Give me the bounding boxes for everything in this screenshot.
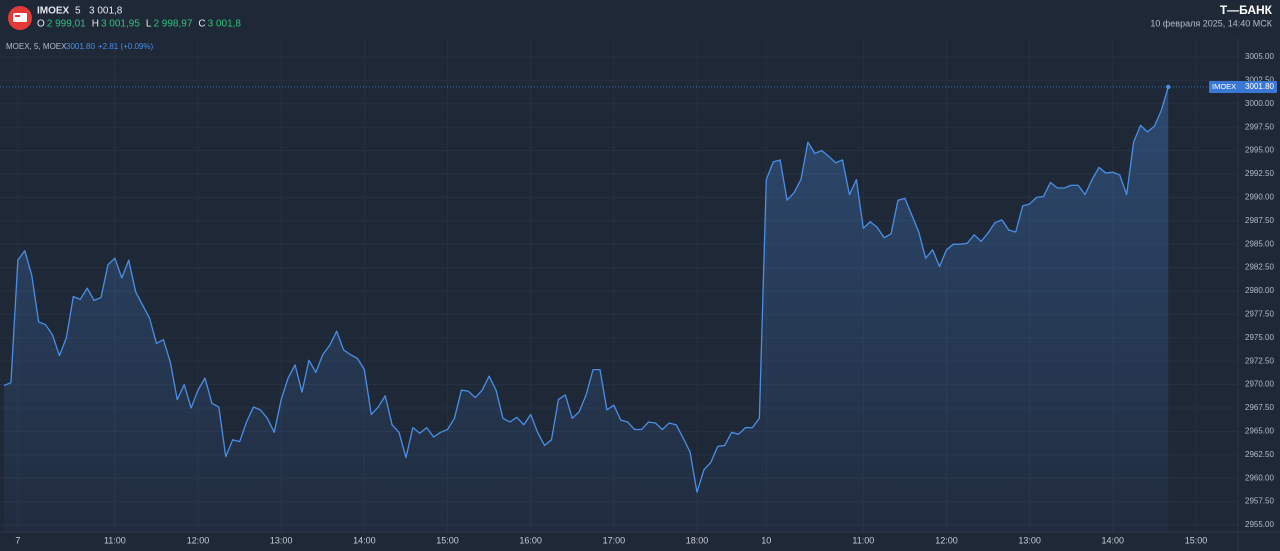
y-tick-label: 2962.50	[1245, 450, 1274, 459]
price-tag	[1209, 80, 1277, 93]
y-tick-label: 3005.00	[1245, 52, 1274, 61]
y-tick-label: 2995.00	[1245, 146, 1274, 155]
y-tick-label: 2965.00	[1245, 426, 1274, 435]
y-tick-label: 3000.00	[1245, 99, 1274, 108]
y-tick-label: 2967.50	[1245, 403, 1274, 412]
y-tick-label: 2975.00	[1245, 333, 1274, 342]
y-tick-label: 2982.50	[1245, 263, 1274, 272]
x-tick-label: 18:00	[686, 535, 709, 545]
symbol: IMOEX	[37, 6, 70, 17]
logo	[8, 6, 32, 30]
ohlc-key: C	[198, 19, 205, 30]
datetime: 10 февраля 2025, 14:40 МСК	[1150, 18, 1272, 28]
x-tick-label: 15:00	[436, 535, 459, 545]
plot	[0, 84, 1238, 532]
y-tick-label: 2992.50	[1245, 169, 1274, 178]
y-tick-label: 2985.00	[1245, 239, 1274, 248]
legend-name: MOEX, 5, MOEX	[6, 42, 67, 51]
last-point	[1166, 84, 1171, 90]
x-tick-label: 11:00	[104, 535, 126, 545]
brand: Т—БАНК	[1220, 3, 1273, 17]
y-tick-label: 2972.50	[1245, 356, 1274, 365]
interval: 5	[75, 6, 81, 17]
x-tick-label: 15:00	[1185, 535, 1208, 545]
y-tick-label: 2990.00	[1245, 193, 1274, 202]
x-tick-label: 13:00	[1018, 535, 1041, 545]
price: 3 001,8	[89, 6, 123, 17]
x-tick-label: 7	[15, 535, 20, 545]
y-tick-label: 2997.50	[1245, 122, 1274, 131]
x-tick-label: 17:00	[603, 535, 626, 545]
y-tick-label: 3002.50	[1245, 76, 1274, 85]
ohlc-value: 2 998,97	[153, 19, 192, 30]
y-tick-label: 2977.50	[1245, 309, 1274, 318]
x-tick-label: 10	[761, 535, 771, 545]
legend-last: 3001.80	[66, 42, 95, 51]
x-tick-label: 14:00	[353, 535, 376, 545]
x-tick-label: 14:00	[1102, 535, 1125, 545]
y-tick-label: 2987.50	[1245, 216, 1274, 225]
y-tick-label: 2957.50	[1245, 497, 1274, 506]
ohlc-key: L	[146, 19, 152, 30]
legend-change: +2.81 (+0.09%)	[98, 42, 153, 51]
ohlc-value: 3 001,95	[101, 19, 140, 30]
price-line	[3, 86, 1169, 493]
x-tick-label: 13:00	[270, 535, 293, 545]
x-tick-label: 12:00	[187, 535, 210, 545]
area-fill	[4, 86, 1169, 532]
x-tick-label: 12:00	[935, 535, 958, 545]
ohlc-value: 2 999,01	[47, 19, 86, 30]
y-tick-label: 2980.00	[1245, 286, 1274, 295]
price-tag-symbol: IMOEX	[1212, 82, 1236, 91]
ohlc-key: O	[37, 19, 45, 30]
x-tick-label: 16:00	[519, 535, 542, 545]
y-tick-label: 2970.00	[1245, 380, 1274, 389]
ohlc-value: 3 001,8	[208, 19, 242, 30]
x-tick-label: 11:00	[852, 535, 874, 545]
ohlc-key: H	[92, 19, 99, 30]
price-tag-value: 3001.80	[1245, 82, 1274, 91]
y-tick-label: 2960.00	[1245, 473, 1274, 482]
y-tick-label: 2955.00	[1245, 520, 1274, 529]
